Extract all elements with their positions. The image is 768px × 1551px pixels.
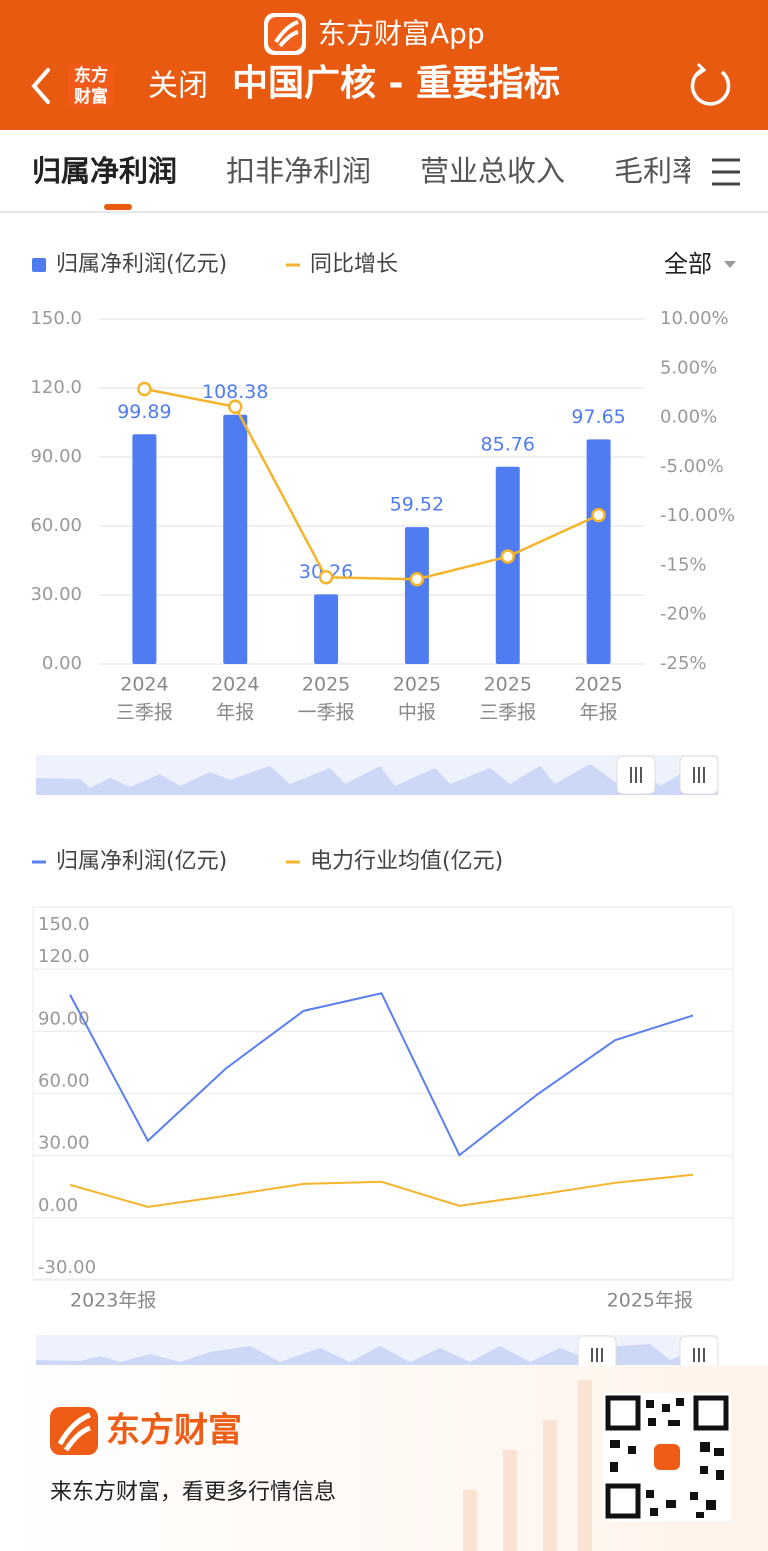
refresh-button[interactable] <box>690 68 731 106</box>
qr-finder <box>693 1395 729 1431</box>
line-series <box>69 1173 694 1208</box>
legend-label: 归属净利润(亿元) <box>56 849 227 874</box>
filter-dropdown[interactable]: 全部 <box>664 250 712 278</box>
y-tick-label: 90.00 <box>38 1008 90 1029</box>
line-marker <box>228 399 243 414</box>
x-tick-label: 2023年报 <box>70 1290 156 1312</box>
back-button[interactable] <box>31 68 50 104</box>
y2-tick-label: 5.00% <box>660 357 717 378</box>
tab[interactable]: 毛利率 <box>614 154 701 188</box>
x-tick-label: 2025 <box>574 674 622 696</box>
y-tick-label: 90.00 <box>30 446 82 467</box>
line-series <box>69 992 694 1157</box>
y2-tick-label: 0.00% <box>660 407 717 428</box>
line-marker <box>318 570 334 585</box>
legend-swatch <box>32 258 46 272</box>
y-tick-label: 30.00 <box>38 1133 90 1154</box>
x-tick-label: 2024 <box>120 674 168 696</box>
bar <box>223 414 248 664</box>
footer-decoration <box>463 1380 592 1551</box>
slider-preview <box>36 1344 718 1365</box>
y-tick-label: -30.00 <box>38 1257 96 1278</box>
handle-grip <box>630 767 642 783</box>
x-tick-label: 年报 <box>580 702 618 724</box>
data-label: 99.89 <box>117 401 171 423</box>
y-tick-label: 150.0 <box>38 914 90 935</box>
line-marker <box>500 549 515 564</box>
x-tick-label: 2025 <box>484 674 532 696</box>
data-label: 108.38 <box>202 381 268 403</box>
legend-label: 同比增长 <box>310 252 398 277</box>
slider-preview <box>36 764 718 795</box>
qr-logo <box>654 1444 680 1470</box>
bar <box>586 439 611 664</box>
handle-grip <box>693 1348 705 1362</box>
y-tick-label: 120.0 <box>38 946 90 967</box>
logo-text: 东方 <box>74 65 108 86</box>
x-tick-label: 2025 <box>302 674 350 696</box>
qr-code <box>603 1393 731 1521</box>
x-tick-label: 2025年报 <box>607 1290 693 1312</box>
tab[interactable]: 归属净利润 <box>32 154 177 188</box>
tab[interactable]: 营业总收入 <box>420 154 565 188</box>
x-tick-label: 2024 <box>211 674 259 696</box>
line-series <box>144 387 600 581</box>
x-tick-label: 三季报 <box>479 702 536 724</box>
y-tick-label: 120.0 <box>30 377 82 398</box>
legend-label: 归属净利润(亿元) <box>56 252 227 277</box>
tab-indicator <box>104 204 132 210</box>
menu-button[interactable] <box>712 158 740 186</box>
x-tick-label: 年报 <box>216 702 254 724</box>
y-tick-label: 60.00 <box>38 1071 90 1092</box>
qr-finder <box>605 1483 641 1519</box>
tab[interactable]: 扣非净利润 <box>226 154 371 188</box>
x-tick-label: 中报 <box>398 702 436 724</box>
footer-logo <box>50 1407 98 1455</box>
y-tick-label: 150.0 <box>30 308 82 329</box>
x-tick-label: 2025 <box>393 674 441 696</box>
y2-tick-label: 10.00% <box>660 308 729 329</box>
handle-grip <box>693 767 705 783</box>
handle-grip <box>591 1348 603 1362</box>
bar <box>495 466 520 664</box>
app-name: 东方财富App <box>318 17 485 50</box>
bar <box>314 594 339 664</box>
y2-tick-label: -25% <box>660 653 707 674</box>
header-bg <box>0 0 768 130</box>
tab-bar: 归属净利润 扣非净利润 营业总收入 毛利率 <box>32 154 701 188</box>
data-label: 97.65 <box>571 406 625 428</box>
line-marker <box>137 381 152 397</box>
dropdown-arrow <box>724 261 736 268</box>
y-tick-label: 0.00 <box>38 1195 78 1216</box>
line-marker <box>591 507 606 523</box>
logo-box <box>68 64 114 108</box>
data-label: 85.76 <box>481 433 535 455</box>
logo-text: 财富 <box>73 86 108 107</box>
line-marker <box>409 571 425 587</box>
close-button[interactable]: 关闭 <box>148 69 208 104</box>
y2-tick-label: -5.00% <box>660 456 724 477</box>
legend-label: 电力行业均值(亿元) <box>310 849 503 874</box>
app-icon-mark <box>274 20 299 48</box>
x-tick-label: 一季报 <box>298 702 355 724</box>
refresh-arrow <box>696 62 707 77</box>
footer-brand: 东方财富 <box>106 1411 242 1451</box>
data-label: 59.52 <box>390 494 444 516</box>
footer-logo-mark <box>57 1412 91 1452</box>
y-tick-label: 0.00 <box>42 653 82 674</box>
qr-finder <box>605 1395 641 1431</box>
y-tick-label: 30.00 <box>30 584 82 605</box>
footer-slogan: 来东方财富，看更多行情信息 <box>50 1480 336 1505</box>
y2-tick-label: -10.00% <box>660 505 735 526</box>
bar <box>404 527 429 664</box>
y2-tick-label: -15% <box>660 554 707 575</box>
y-tick-label: 60.00 <box>30 515 82 536</box>
y2-tick-label: -20% <box>660 604 707 625</box>
qr-modules <box>610 1398 724 1518</box>
bar <box>132 434 157 664</box>
x-tick-label: 三季报 <box>116 702 173 724</box>
page-title: 中国广核 - 重要指标 <box>232 63 560 104</box>
